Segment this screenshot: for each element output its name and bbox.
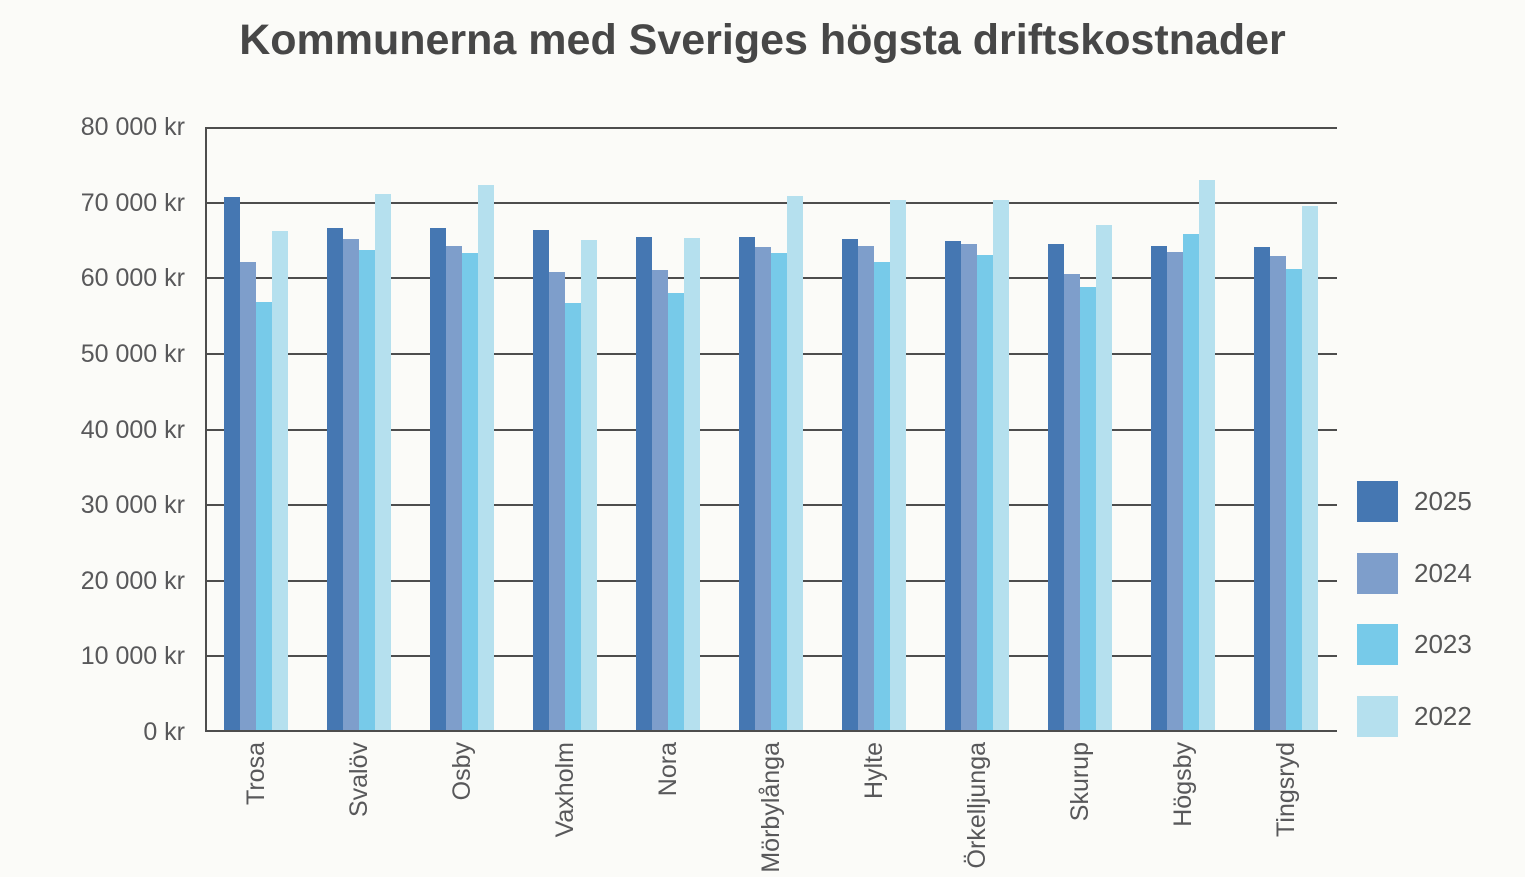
- y-tick-label-50000: 50 000 kr: [80, 340, 185, 368]
- bar-2025-trosa: [224, 197, 240, 732]
- bar-2022-hylte: [890, 200, 906, 732]
- bar-2024-mörbylånga: [755, 247, 771, 732]
- bar-2023-svalöv: [359, 250, 375, 732]
- bar-2025-tingsryd: [1254, 247, 1270, 732]
- bar-2025-nora: [636, 237, 652, 732]
- bar-2024-osby: [446, 246, 462, 732]
- x-label-text: Mörbylånga: [757, 742, 785, 873]
- bar-2025-svalöv: [327, 228, 343, 732]
- plot-top-border: [205, 127, 1337, 129]
- bar-2025-skurup: [1048, 244, 1064, 732]
- x-label-text: Örkelljunga: [963, 742, 991, 869]
- bar-2024-trosa: [240, 262, 256, 732]
- legend-swatch-2022: [1357, 696, 1398, 737]
- chart-title: Kommunerna med Sveriges högsta driftskos…: [239, 16, 1286, 64]
- bar-2024-vaxholm: [549, 272, 565, 732]
- x-label-text: Tingsryd: [1272, 742, 1300, 837]
- legend-swatch-2025: [1357, 481, 1398, 522]
- bar-2025-hylte: [842, 239, 858, 732]
- legend-label-2025: 2025: [1414, 486, 1472, 516]
- y-tick-label-80000: 80 000 kr: [80, 113, 185, 141]
- bar-2023-osby: [462, 253, 478, 732]
- bar-2025-örkelljunga: [945, 241, 961, 732]
- bar-2022-örkelljunga: [993, 200, 1009, 732]
- bar-2022-nora: [684, 238, 700, 732]
- bar-2022-högsby: [1199, 180, 1215, 732]
- bar-2023-nora: [668, 293, 684, 732]
- bar-2022-trosa: [272, 231, 288, 732]
- bar-2024-nora: [652, 270, 668, 732]
- bar-2024-skurup: [1064, 274, 1080, 732]
- bar-2022-osby: [478, 185, 494, 732]
- bar-2023-örkelljunga: [977, 255, 993, 732]
- bar-2024-högsby: [1167, 252, 1183, 732]
- gridline-70000: [205, 202, 1337, 204]
- x-label-text: Högsby: [1169, 742, 1197, 827]
- x-label-text: Skurup: [1066, 742, 1094, 822]
- bar-2025-mörbylånga: [739, 237, 755, 732]
- y-axis-line: [205, 127, 207, 732]
- bar-2024-hylte: [858, 246, 874, 732]
- legend-swatch-2024: [1357, 553, 1398, 594]
- x-label-text: Svalöv: [345, 742, 373, 818]
- y-tick-label-20000: 20 000 kr: [80, 567, 185, 595]
- y-tick-label-30000: 30 000 kr: [80, 491, 185, 519]
- y-tick-label-70000: 70 000 kr: [80, 189, 185, 217]
- x-label-text: Osby: [448, 742, 476, 801]
- y-tick-label-60000: 60 000 kr: [80, 264, 185, 292]
- x-label-text: Hylte: [860, 742, 888, 799]
- bar-2024-örkelljunga: [961, 244, 977, 732]
- legend-label-2024: 2024: [1414, 558, 1472, 588]
- x-label-text: Vaxholm: [551, 742, 579, 838]
- bar-2024-svalöv: [343, 239, 359, 732]
- bar-2023-trosa: [256, 302, 272, 732]
- plot-area: [205, 127, 1337, 732]
- bar-2023-vaxholm: [565, 303, 581, 732]
- bar-2024-tingsryd: [1270, 256, 1286, 732]
- bar-2022-tingsryd: [1302, 206, 1318, 732]
- bar-2023-tingsryd: [1286, 269, 1302, 732]
- bar-2022-skurup: [1096, 225, 1112, 732]
- y-tick-label-40000: 40 000 kr: [80, 416, 185, 444]
- legend-swatch-2023: [1357, 624, 1398, 665]
- x-label-text: Nora: [654, 742, 682, 797]
- bar-2023-mörbylånga: [771, 253, 787, 732]
- x-axis-line: [205, 730, 1337, 732]
- bar-2023-hylte: [874, 262, 890, 732]
- y-tick-label-0: 0 kr: [143, 718, 185, 746]
- legend-label-2022: 2022: [1414, 701, 1472, 731]
- x-label-text: Trosa: [242, 742, 270, 805]
- bar-2023-skurup: [1080, 287, 1096, 732]
- bar-2023-högsby: [1183, 234, 1199, 732]
- legend-label-2023: 2023: [1414, 629, 1472, 659]
- y-tick-label-10000: 10 000 kr: [80, 642, 185, 670]
- bar-2025-osby: [430, 228, 446, 732]
- bar-2022-mörbylånga: [787, 196, 803, 732]
- bar-2022-vaxholm: [581, 240, 597, 732]
- bar-2025-vaxholm: [533, 230, 549, 732]
- bar-2025-högsby: [1151, 246, 1167, 732]
- bar-2022-svalöv: [375, 194, 391, 732]
